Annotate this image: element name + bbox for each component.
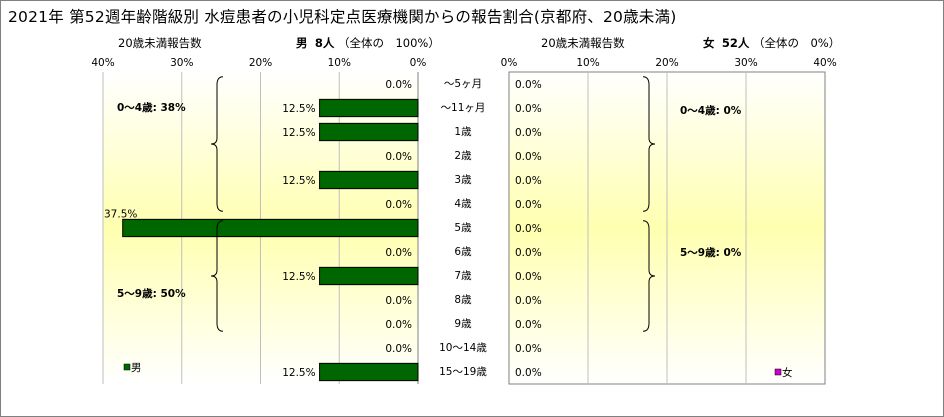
male-bar bbox=[319, 266, 419, 286]
category-label: 9歳 bbox=[454, 318, 472, 330]
male-value-label: 12.5% bbox=[282, 271, 315, 283]
female-axis-label: 20歳未満報告数 bbox=[541, 36, 625, 50]
male-tick-label: 30% bbox=[170, 57, 193, 69]
male-tick-label: 40% bbox=[91, 57, 114, 69]
female-value-label: 0.0% bbox=[515, 223, 542, 235]
male-header-share: （全体の 100%） bbox=[337, 36, 440, 50]
male-axis-label: 20歳未満報告数 bbox=[118, 36, 202, 50]
male-value-label: 0.0% bbox=[385, 199, 412, 211]
female-tick-label: 20% bbox=[655, 57, 678, 69]
female-value-label: 0.0% bbox=[515, 271, 542, 283]
male-value-label: 0.0% bbox=[385, 295, 412, 307]
male-brace-5-9 bbox=[210, 220, 224, 332]
female-group-label-5-9: 5～9歳: 0% bbox=[680, 246, 742, 259]
female-brace-0-4 bbox=[642, 76, 656, 212]
female-brace-5-9 bbox=[642, 220, 656, 332]
female-value-label: 0.0% bbox=[515, 79, 542, 91]
female-value-label: 0.0% bbox=[515, 199, 542, 211]
male-value-label: 12.5% bbox=[282, 127, 315, 139]
male-value-label: 37.5% bbox=[104, 208, 137, 220]
female-tick-label: 40% bbox=[813, 57, 836, 69]
male-bar bbox=[319, 362, 419, 382]
male-tick-label: 0% bbox=[410, 57, 427, 69]
female-tick-label: 10% bbox=[576, 57, 599, 69]
female-value-label: 0.0% bbox=[515, 343, 542, 355]
male-value-label: 12.5% bbox=[282, 175, 315, 187]
male-header: 男 8人 （全体の 100%） bbox=[296, 35, 440, 51]
female-value-label: 0.0% bbox=[515, 295, 542, 307]
category-label: 7歳 bbox=[454, 270, 472, 282]
male-brace-0-4 bbox=[210, 76, 224, 212]
category-label: ～11ヶ月 bbox=[441, 102, 486, 114]
male-group-label-5-9: 5～9歳: 50% bbox=[117, 287, 186, 300]
category-label: 6歳 bbox=[454, 246, 472, 258]
male-value-label: 0.0% bbox=[385, 247, 412, 259]
category-label: 4歳 bbox=[454, 198, 472, 210]
category-label: 3歳 bbox=[454, 174, 472, 186]
male-legend-swatch bbox=[123, 363, 131, 371]
category-label: 15～19歳 bbox=[439, 366, 487, 378]
category-label: 1歳 bbox=[454, 126, 472, 138]
female-value-label: 0.0% bbox=[515, 103, 542, 115]
category-label: ～5ヶ月 bbox=[444, 78, 482, 90]
female-header-share: （全体の 0%） bbox=[752, 36, 841, 50]
female-tick-label: 0% bbox=[501, 57, 518, 69]
female-value-label: 0.0% bbox=[515, 247, 542, 259]
female-value-label: 0.0% bbox=[515, 175, 542, 187]
male-header-gender: 男 bbox=[296, 36, 308, 50]
male-bar bbox=[122, 218, 419, 238]
chart-title: 2021年 第52週年齢階級別 水痘患者の小児科定点医療機関からの報告割合(京都… bbox=[8, 8, 677, 26]
male-legend-label: 男 bbox=[131, 362, 142, 374]
category-label: 2歳 bbox=[454, 150, 472, 162]
male-value-label: 0.0% bbox=[385, 151, 412, 163]
male-bar bbox=[319, 98, 419, 118]
female-value-label: 0.0% bbox=[515, 151, 542, 163]
male-value-label: 12.5% bbox=[282, 103, 315, 115]
female-value-label: 0.0% bbox=[515, 319, 542, 331]
male-value-label: 0.0% bbox=[385, 343, 412, 355]
male-tick-label: 10% bbox=[328, 57, 351, 69]
female-header-gender: 女 bbox=[703, 36, 715, 50]
male-header-count: 8人 bbox=[314, 36, 335, 50]
male-bar bbox=[319, 122, 419, 142]
category-label: 5歳 bbox=[454, 222, 472, 234]
category-label: 10～14歳 bbox=[439, 342, 487, 354]
male-bar bbox=[319, 170, 419, 190]
male-value-label: 0.0% bbox=[385, 319, 412, 331]
male-value-label: 12.5% bbox=[282, 367, 315, 379]
female-header-count: 52人 bbox=[721, 36, 750, 50]
female-value-label: 0.0% bbox=[515, 367, 542, 379]
female-header: 女 52人 （全体の 0%） bbox=[703, 35, 840, 51]
female-legend-label: 女 bbox=[782, 366, 793, 379]
male-group-label-0-4: 0～4歳: 38% bbox=[117, 101, 186, 114]
female-value-label: 0.0% bbox=[515, 127, 542, 139]
female-legend-swatch bbox=[774, 368, 782, 376]
male-value-label: 0.0% bbox=[385, 79, 412, 91]
male-tick-label: 20% bbox=[249, 57, 272, 69]
female-group-label-0-4: 0～4歳: 0% bbox=[680, 104, 742, 117]
category-label: 8歳 bbox=[454, 294, 472, 306]
female-tick-label: 30% bbox=[734, 57, 757, 69]
